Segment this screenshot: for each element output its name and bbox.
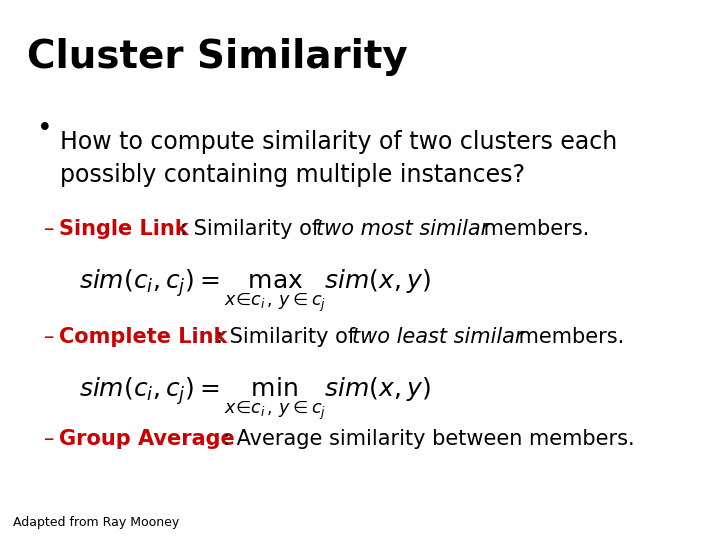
Text: two least similar: two least similar [352,327,523,347]
Text: : Similarity of: : Similarity of [216,327,362,347]
Text: Adapted from Ray Mooney: Adapted from Ray Mooney [14,516,180,529]
Text: $sim(c_i, c_j) = \max_{x \in c_i,\, y \in c_j} sim(x, y)$: $sim(c_i, c_j) = \max_{x \in c_i,\, y \i… [79,267,431,314]
Text: two most similar: two most similar [316,219,489,239]
Text: Single Link: Single Link [60,219,189,239]
Text: –: – [44,429,60,449]
Text: Cluster Similarity: Cluster Similarity [27,38,408,76]
Text: •: • [37,116,53,142]
Text: –: – [44,327,60,347]
Text: Complete Link: Complete Link [60,327,228,347]
Text: : Average similarity between members.: : Average similarity between members. [223,429,635,449]
Text: $sim(c_i, c_j) = \min_{x \in c_i,\, y \in c_j} sim(x, y)$: $sim(c_i, c_j) = \min_{x \in c_i,\, y \i… [79,375,431,422]
Text: : Similarity of: : Similarity of [180,219,326,239]
Text: Group Average: Group Average [60,429,235,449]
Text: –: – [44,219,60,239]
Text: members.: members. [512,327,624,347]
Text: members.: members. [477,219,590,239]
Text: How to compute similarity of two clusters each
possibly containing multiple inst: How to compute similarity of two cluster… [60,130,618,187]
